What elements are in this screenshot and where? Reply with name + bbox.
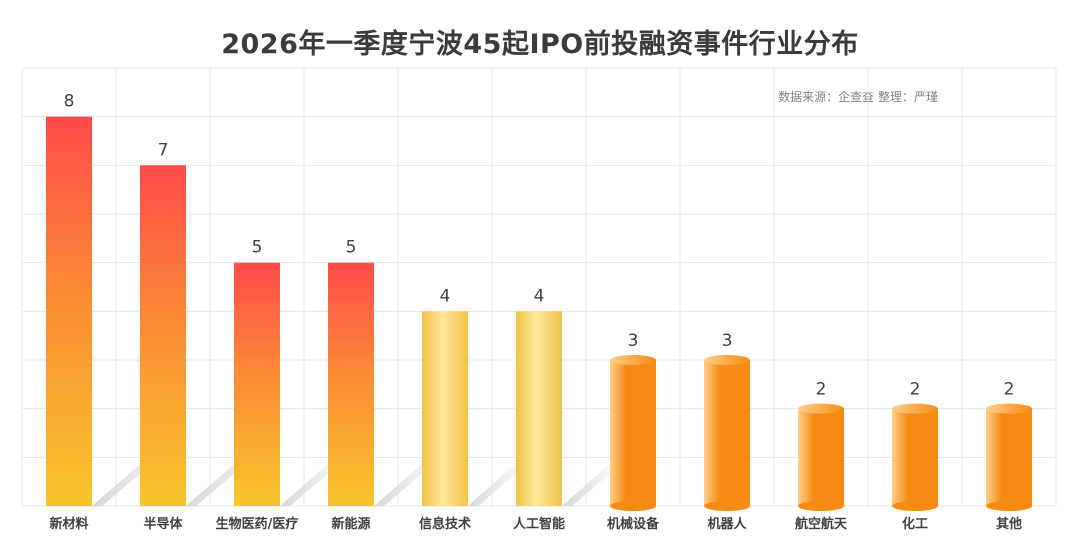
bar-cap [798, 403, 844, 414]
bar [704, 360, 750, 506]
data-label: 4 [534, 286, 545, 306]
x-tick-label: 信息技术 [419, 516, 471, 532]
source-note: 数据来源：企查查 整理：严瑾 [778, 90, 938, 104]
bar-cap [704, 355, 750, 365]
bar [328, 262, 374, 506]
bar-shadow [468, 464, 527, 506]
bar [140, 165, 186, 507]
x-tick-label: 半导体 [143, 516, 183, 532]
x-tick-label: 生物医药/医疗 [216, 516, 299, 532]
bar-cap [986, 403, 1032, 414]
data-label: 2 [816, 380, 827, 400]
bar [986, 408, 1032, 506]
x-tick-label: 机械设备 [607, 516, 660, 532]
data-label: 2 [910, 380, 921, 400]
data-label: 3 [722, 331, 733, 351]
bar [46, 116, 92, 507]
data-label: 2 [1004, 380, 1015, 400]
data-label: 3 [628, 331, 639, 351]
data-label: 5 [346, 238, 357, 258]
bar-base [892, 501, 938, 511]
bar-base [798, 501, 844, 511]
chart-title: 2026年一季度宁波45起IPO前投融资事件行业分布 [221, 29, 859, 60]
x-tick-label: 人工智能 [513, 516, 565, 532]
bar [234, 262, 280, 506]
bar-base [986, 501, 1032, 511]
bar-base [704, 501, 750, 511]
bar-shadow [562, 464, 621, 506]
bar [892, 408, 938, 506]
x-tick-label: 化工 [902, 516, 928, 532]
bar [516, 311, 562, 506]
bar-cap [610, 355, 656, 365]
bar [422, 311, 468, 506]
x-tick-label: 新材料 [49, 516, 88, 532]
data-label: 8 [64, 92, 75, 112]
x-tick-label: 航空航天 [795, 516, 848, 532]
bar-base [610, 501, 656, 511]
x-tick-label: 其他 [996, 516, 1022, 532]
data-label: 4 [440, 286, 451, 306]
x-tick-label: 机器人 [707, 516, 747, 532]
data-label: 5 [252, 238, 263, 258]
bar [798, 408, 844, 506]
bar [610, 360, 656, 506]
bar-cap [892, 403, 938, 414]
x-tick-label: 新能源 [331, 516, 370, 532]
data-label: 7 [158, 140, 169, 160]
